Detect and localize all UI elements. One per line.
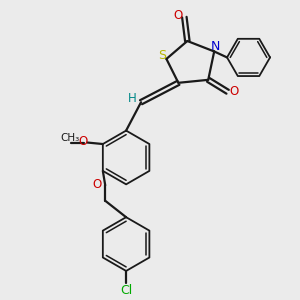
Text: O: O bbox=[173, 9, 182, 22]
Text: N: N bbox=[210, 40, 220, 52]
Text: CH₃: CH₃ bbox=[61, 133, 80, 143]
Text: S: S bbox=[158, 50, 166, 62]
Text: O: O bbox=[92, 178, 101, 191]
Text: O: O bbox=[230, 85, 239, 98]
Text: H: H bbox=[128, 92, 137, 105]
Text: Cl: Cl bbox=[120, 284, 132, 296]
Text: O: O bbox=[78, 135, 87, 148]
